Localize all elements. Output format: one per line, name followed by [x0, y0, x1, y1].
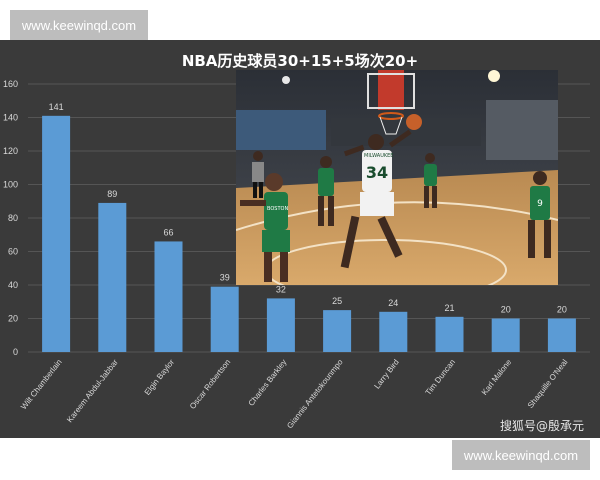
- y-tick-label: 120: [3, 146, 18, 156]
- bar: [210, 286, 239, 352]
- bar: [42, 115, 71, 352]
- bar-value-label: 20: [557, 305, 567, 315]
- y-tick-label: 100: [3, 180, 18, 190]
- y-tick-label: 160: [3, 79, 18, 89]
- chart-title: NBA历史球员30+15+5场次20+: [182, 52, 418, 70]
- y-tick-label: 40: [8, 280, 18, 290]
- basketball-game-photo: BOSTON MILWAUKEE 34: [236, 70, 558, 285]
- y-tick-label: 60: [8, 247, 18, 257]
- bar-value-label: 21: [444, 303, 454, 313]
- bar: [435, 316, 464, 352]
- bar: [98, 202, 127, 352]
- bar-value-label: 89: [107, 189, 117, 199]
- x-category-label: Wilt Chamberlain: [19, 358, 64, 412]
- x-category-label: Elgin Baylor: [143, 357, 177, 396]
- bar-value-label: 141: [49, 102, 64, 112]
- watermark-top: www.keewinqd.com: [10, 10, 148, 40]
- right-jersey-number: 9: [537, 199, 543, 209]
- bar: [154, 241, 183, 352]
- bar-value-label: 39: [220, 273, 230, 283]
- x-category-label: Shaquille O'Neal: [526, 358, 570, 410]
- author-credit: 搜狐号@殷承元: [500, 419, 585, 433]
- bar-value-label: 32: [276, 284, 286, 294]
- bar: [547, 318, 576, 352]
- bar: [379, 311, 408, 352]
- x-category-label: Giannis Antetokounmpo: [285, 357, 345, 430]
- bar-value-label: 24: [388, 298, 398, 308]
- x-category-label: Charles Barkley: [247, 358, 289, 408]
- y-tick-label: 140: [3, 113, 18, 123]
- center-jersey-team: MILWAUKEE: [364, 153, 393, 159]
- bar: [323, 310, 352, 352]
- bar: [491, 318, 520, 352]
- x-category-label: Oscar Robertson: [188, 358, 232, 411]
- y-tick-label: 80: [8, 213, 18, 223]
- y-tick-label: 0: [13, 347, 18, 357]
- x-category-label: Karl Malone: [480, 357, 514, 397]
- bar-value-label: 20: [501, 305, 511, 315]
- bar-value-label: 25: [332, 296, 342, 306]
- left-jersey-text: BOSTON: [267, 206, 288, 212]
- x-category-label: Tim Duncan: [424, 358, 457, 397]
- x-category-label: Kareem Abdul-Jabbar: [65, 357, 120, 424]
- bar: [266, 298, 295, 352]
- watermark-bottom: www.keewinqd.com: [452, 440, 590, 470]
- center-jersey-number: 34: [366, 163, 388, 182]
- bar-value-label: 66: [163, 227, 173, 237]
- y-tick-label: 20: [8, 314, 18, 324]
- x-category-label: Larry Bird: [372, 358, 400, 391]
